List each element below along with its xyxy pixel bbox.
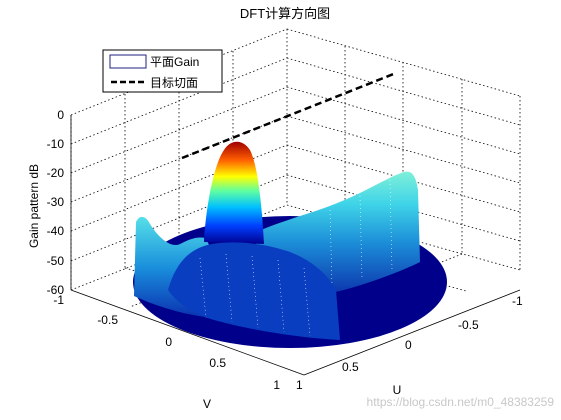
gain-surface bbox=[133, 141, 447, 348]
v-tick-label: 0.5 bbox=[209, 356, 226, 370]
u-axis-ticks: 1 0.5 0 -0.5 -1 bbox=[296, 294, 523, 392]
legend-label-gain: 平面Gain bbox=[150, 55, 199, 69]
chart-title: DFT计算方向图 bbox=[240, 6, 330, 21]
surface-ripple-lines bbox=[199, 179, 393, 337]
target-cut-line bbox=[181, 71, 397, 160]
z-tick-label: 0 bbox=[57, 108, 64, 122]
z-tick-label: -10 bbox=[47, 137, 65, 151]
u-tick-label: 0.5 bbox=[342, 360, 359, 374]
legend-label-cut: 目标切面 bbox=[150, 76, 198, 90]
z-axis-label: Gain pattern dB bbox=[27, 164, 41, 248]
v-tick-label: 1 bbox=[273, 378, 280, 392]
u-tick-label: -0.5 bbox=[458, 318, 479, 332]
legend: 平面Gain 目标切面 bbox=[102, 49, 223, 93]
z-tick-label: -30 bbox=[47, 195, 65, 209]
watermark-text: https://blog.csdn.net/m0_48383259 bbox=[367, 395, 555, 409]
z-axis-ticks: 0 -10 -20 -30 -40 -50 -60 bbox=[47, 108, 65, 297]
v-tick-label: -1 bbox=[53, 293, 64, 307]
surface-front-cut bbox=[168, 242, 340, 340]
z-tick-label: -60 bbox=[47, 283, 65, 297]
u-tick-label: 1 bbox=[296, 378, 303, 392]
v-tick-label: 0 bbox=[165, 335, 172, 349]
u-axis-label: U bbox=[393, 383, 402, 397]
z-tick-label: -20 bbox=[47, 166, 65, 180]
v-axis-ticks: -1 -0.5 0 0.5 1 bbox=[53, 293, 280, 392]
v-tick-label: -0.5 bbox=[97, 313, 118, 327]
z-tick-label: -40 bbox=[47, 224, 65, 238]
v-axis-label: V bbox=[203, 397, 211, 411]
u-tick-label: -1 bbox=[512, 294, 523, 308]
surface-main-lobe bbox=[204, 141, 264, 244]
z-tick-label: -50 bbox=[47, 254, 65, 268]
u-tick-label: 0 bbox=[405, 338, 412, 352]
legend-surface-swatch bbox=[109, 54, 147, 69]
